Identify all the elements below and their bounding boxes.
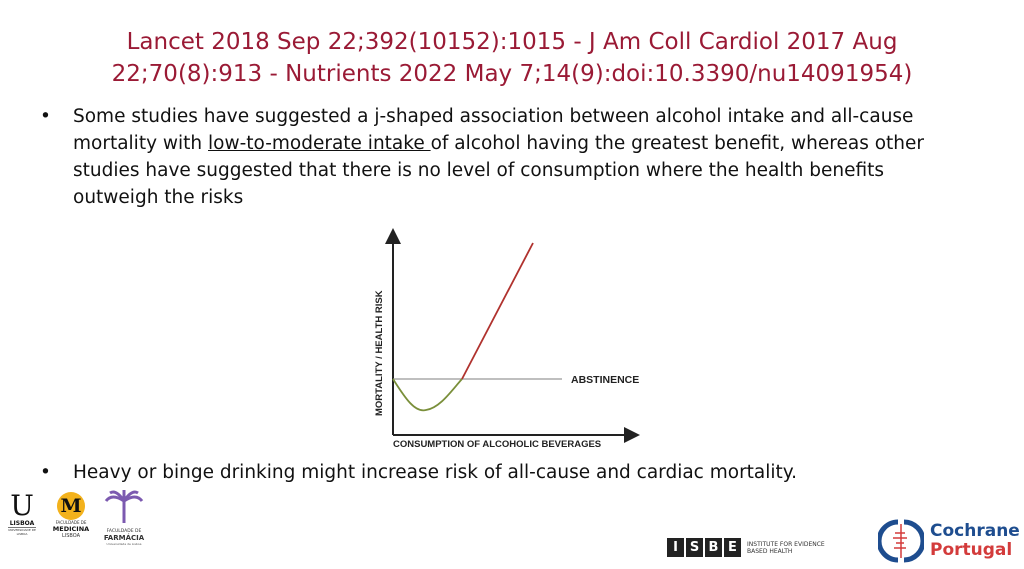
abstinence-label: ABSTINENCE [571, 374, 639, 386]
cochrane-icon [878, 519, 924, 563]
risk-curve [461, 242, 534, 380]
medicina-logo: M FACULDADE DE MEDICINA LISBOA [50, 492, 92, 539]
ulisboa-logo: U LISBOA UNIVERSIDADE DE LISBOA [8, 489, 36, 536]
palm-tree-icon [104, 490, 144, 523]
slide-title: Lancet 2018 Sep 22;392(10152):1015 - J A… [0, 26, 1024, 90]
bullet-dot: • [40, 106, 51, 127]
x-axis-label: CONSUMPTION OF ALCOHOLIC BEVERAGES [393, 439, 601, 450]
y-axis-label: MORTALITY / HEALTH RISK [374, 290, 385, 416]
j-curve-diagram: ABSTINENCE CONSUMPTION OF ALCOHOLIC BEVE… [374, 228, 640, 450]
bullet-1-text-end: of alcohol having the greatest benefit, … [73, 133, 925, 208]
isbe-logo: I S B E INSTITUTE FOR EVIDENCE BASED HEAL… [667, 538, 825, 557]
bullet-2-text: Heavy or binge drinking might increase r… [73, 462, 797, 483]
bullet-2: • Heavy or binge drinking might increase… [40, 459, 970, 486]
bullet-1-text: Some studies have suggested a j-shaped a… [73, 106, 914, 154]
bullet-1-underlined: low-to-moderate intake [208, 133, 431, 154]
title-line-2: 22;70(8):913 - Nutrients 2022 May 7;14(9… [111, 61, 913, 87]
bullet-dot: • [40, 462, 51, 483]
benefit-curve [392, 378, 463, 412]
cochrane-logo: Cochrane Portugal [878, 518, 1020, 564]
title-line-1: Lancet 2018 Sep 22;392(10152):1015 - J A… [126, 29, 898, 55]
bullet-1: • Some studies have suggested a j-shaped… [40, 103, 970, 211]
farmacia-logo: FACULDADE DE FARMÁCIA Universidade de Li… [103, 489, 145, 546]
